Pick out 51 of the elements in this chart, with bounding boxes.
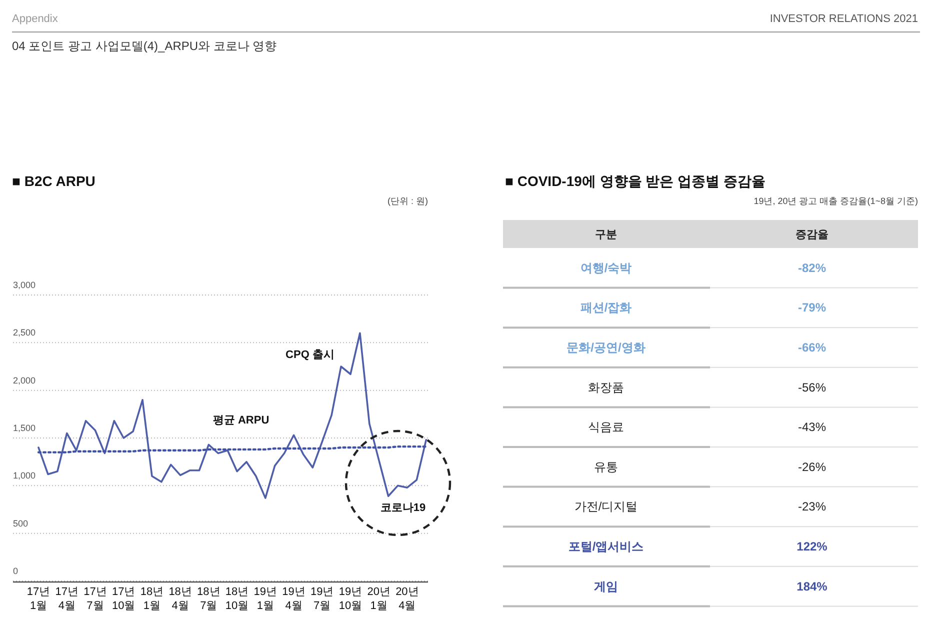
x-tick-label: 20년 4월 bbox=[396, 586, 419, 612]
x-tick-label: 18년 4월 bbox=[168, 586, 192, 612]
x-tick-label: 18년 1월 bbox=[140, 586, 164, 612]
category-label: 가전/디지털 bbox=[574, 500, 638, 514]
category-label: 문화/공연/영화 bbox=[566, 340, 646, 354]
text: -43% bbox=[798, 420, 826, 434]
x-tick-label: 18년 10월 bbox=[225, 586, 249, 612]
category-label: 게임 bbox=[594, 579, 618, 594]
y-tick-label: 1,500 bbox=[13, 423, 36, 433]
category-label: 포털/앱서비스 bbox=[568, 540, 644, 554]
y-tick-label: 1,000 bbox=[13, 470, 36, 481]
text: -66% bbox=[798, 340, 826, 354]
category-label: 패션/잡화 bbox=[580, 300, 632, 315]
y-tick-label: 500 bbox=[13, 518, 28, 528]
text: -23% bbox=[798, 500, 826, 514]
x-tick-label: 19년 4월 bbox=[282, 586, 306, 612]
text: -26% bbox=[798, 460, 826, 474]
text: 구분 bbox=[595, 229, 617, 241]
x-tick-label: 20년 1월 bbox=[367, 586, 390, 612]
text: INVESTOR RELATIONS 2021 bbox=[770, 13, 918, 25]
text: -56% bbox=[798, 380, 826, 394]
x-tick-label: 19년 10월 bbox=[338, 586, 362, 612]
text: -82% bbox=[798, 260, 826, 275]
y-tick-label: 0 bbox=[13, 566, 18, 576]
category-label: 화장품 bbox=[588, 380, 624, 394]
x-tick-label: 19년 7월 bbox=[310, 586, 334, 612]
text: 평균 ARPU bbox=[212, 414, 270, 427]
x-tick-label: 17년 4월 bbox=[55, 586, 79, 612]
text: 122% bbox=[796, 540, 828, 554]
y-tick-label: 2,000 bbox=[13, 375, 36, 386]
x-tick-label: 17년 1월 bbox=[26, 586, 50, 612]
text: ■ COVID-19에 영향을 받은 업종별 증감율 bbox=[505, 173, 766, 189]
annotation: 코로나19 bbox=[380, 502, 426, 514]
y-tick-label: 2,500 bbox=[13, 328, 36, 338]
text: (단위 : 원) bbox=[388, 196, 428, 206]
x-tick-label: 18년 7월 bbox=[197, 586, 220, 612]
text: Appendix bbox=[12, 13, 58, 25]
text: 184% bbox=[796, 579, 828, 594]
text: 19년, 20년 광고 매출 증감율(1~8월 기준) bbox=[754, 196, 918, 206]
chart-title: ■ B2C ARPU bbox=[12, 173, 96, 189]
annotation: CPQ 출시 bbox=[286, 349, 334, 361]
text: -79% bbox=[798, 300, 826, 315]
category-label: 여행/숙박 bbox=[580, 260, 632, 275]
x-tick-label: 17년 7월 bbox=[84, 586, 107, 612]
x-tick-label: 17년 10월 bbox=[112, 586, 136, 612]
text: 증감율 bbox=[796, 229, 828, 241]
category-label: 유통 bbox=[594, 460, 618, 474]
x-tick-label: 19년 1월 bbox=[254, 586, 278, 612]
text: 04 포인트 광고 사업모델(4)_ARPU와 코로나 영향 bbox=[12, 39, 277, 53]
category-label: 식음료 bbox=[588, 420, 624, 434]
y-tick-label: 3,000 bbox=[13, 280, 36, 290]
